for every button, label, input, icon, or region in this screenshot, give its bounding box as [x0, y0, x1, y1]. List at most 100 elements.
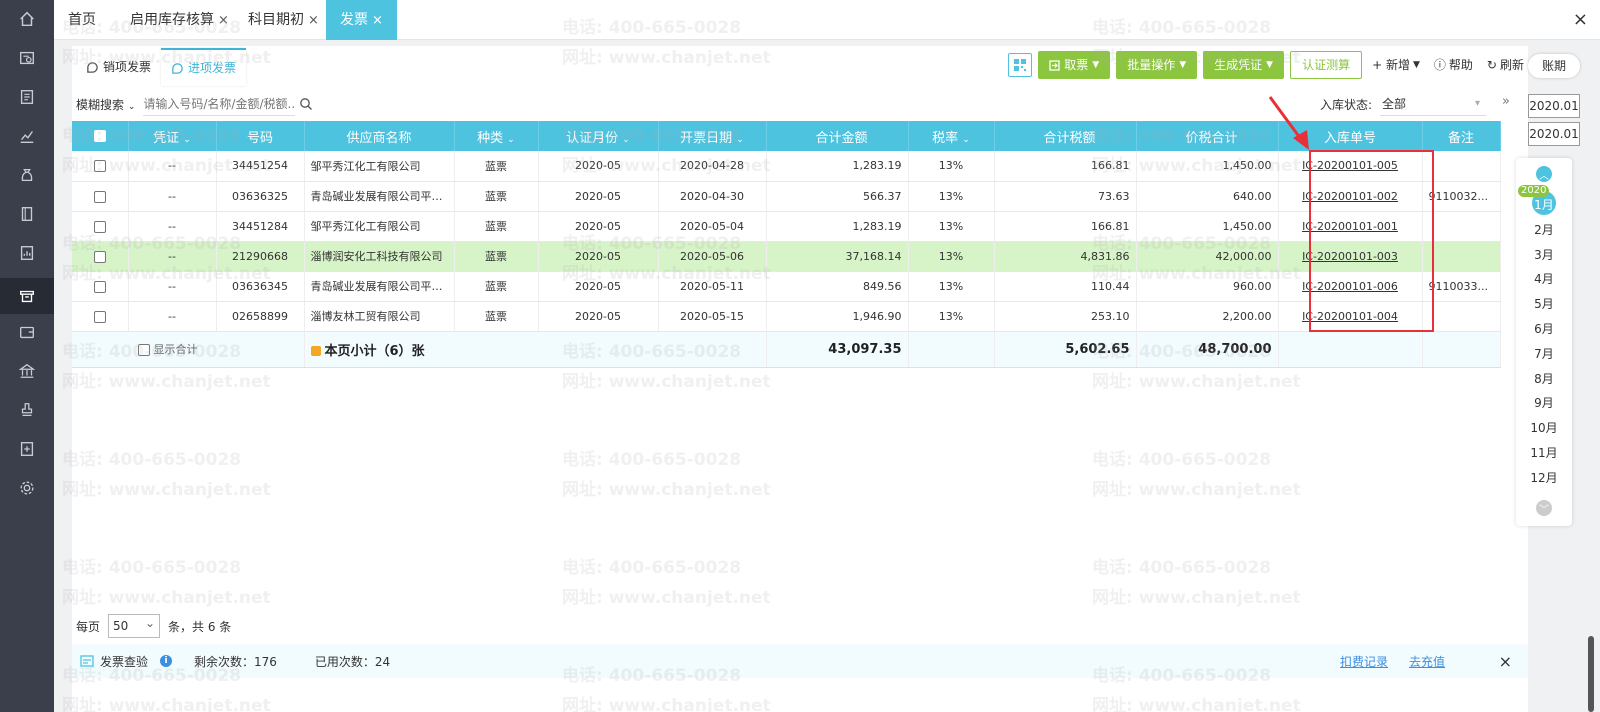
table-row[interactable]: -- 02658899 淄博友林工贸有限公司 蓝票 2020-05 2020-05-15 1… [72, 301, 1501, 332]
collapse-panel-icon[interactable]: » [1502, 94, 1510, 109]
receipt-number-link[interactable]: IC-20200101-005 [1302, 159, 1398, 173]
chevron-up-icon[interactable]: ︿ [1536, 166, 1552, 182]
month-item[interactable]: 5月 [1534, 297, 1554, 312]
row-checkbox[interactable] [93, 250, 106, 263]
chart-icon[interactable] [17, 126, 37, 146]
month-item[interactable]: 2月 [1534, 222, 1554, 237]
settings-icon[interactable] [17, 478, 37, 498]
tab-close-icon[interactable]: × [372, 13, 383, 28]
refresh-button[interactable]: ↻ 刷新 [1483, 51, 1528, 79]
period-start-box[interactable]: 2020.01 [1528, 94, 1580, 118]
search-icon[interactable] [299, 97, 313, 111]
select-all-checkbox[interactable] [93, 130, 106, 142]
help-button[interactable]: ⓘ 帮助 [1430, 51, 1477, 79]
invoice-verify-label[interactable]: 发票查验 [100, 654, 149, 669]
table-row[interactable]: -- 03636325 青岛碱业发展有限公司平度... 蓝票 2020-05 2020-0… [72, 181, 1501, 212]
column-header: 合计金额 [766, 121, 909, 151]
generate-voucher-button[interactable]: 生成凭证 ▼ [1203, 51, 1285, 79]
month-item[interactable]: 3月 [1534, 247, 1554, 262]
qr-scan-button[interactable] [1008, 53, 1033, 77]
month-item[interactable]: 11月 [1530, 446, 1558, 460]
month-item[interactable]: 8月 [1534, 371, 1554, 386]
month-item[interactable]: 6月 [1534, 322, 1554, 336]
report-icon[interactable] [17, 243, 37, 263]
receipt-status-select[interactable]: 全部 [1380, 92, 1486, 116]
table-row[interactable]: -- 21290668 淄博润安化工科技有限公司 蓝票 2020-05 2020-05-0… [72, 241, 1501, 272]
scrollbar[interactable] [1588, 636, 1594, 712]
row-checkbox[interactable] [93, 310, 106, 323]
tax-rate-cell: 13% [908, 151, 995, 182]
bank-icon[interactable] [17, 361, 37, 381]
add-new-button[interactable]: + 新增 ▼ [1368, 51, 1424, 79]
table-row[interactable]: -- 03636345 青岛碱业发展有限公司平度... 蓝票 2020-05 2020-0… [72, 271, 1501, 302]
period-end-box[interactable]: 2020.01 [1528, 122, 1580, 146]
month-item[interactable]: 1月 [1534, 198, 1554, 212]
cert-month-cell: 2020-05 [538, 181, 659, 212]
stamp-icon[interactable] [17, 400, 37, 420]
tab-sales-invoice[interactable]: 销项发票 [76, 48, 161, 86]
amount-cell: 1,283.19 [766, 151, 909, 182]
invoice-icon[interactable] [17, 286, 37, 306]
search-list-icon[interactable] [17, 48, 37, 68]
row-checkbox[interactable] [93, 160, 106, 173]
certify-calc-button[interactable]: 认证测算 [1290, 51, 1363, 79]
window-close-icon[interactable]: × [1572, 9, 1588, 30]
row-checkbox[interactable] [93, 190, 106, 203]
ledger-icon[interactable] [17, 87, 37, 107]
batch-operation-button[interactable]: 批量操作 ▼ [1116, 51, 1198, 79]
show-total-checkbox[interactable] [138, 344, 150, 356]
recharge-link[interactable]: 去充值 [1409, 654, 1446, 669]
month-item[interactable]: 10月 [1530, 421, 1558, 436]
number-cell: 21290668 [216, 241, 305, 272]
month-item[interactable]: 12月 [1530, 470, 1558, 485]
tab-purchase-invoice[interactable]: 进项发票 [161, 48, 247, 86]
column-header[interactable]: 认证月份 ⌄ [538, 121, 659, 151]
note-cell: 9110032... [1422, 181, 1501, 212]
amount-cell: 37,168.14 [766, 241, 909, 272]
number-cell: 02658899 [216, 301, 305, 332]
supplier-cell: 邹平秀江化工有限公司 [304, 211, 455, 242]
receipt-number-link[interactable]: IC-20200101-006 [1302, 279, 1398, 293]
chevron-down-icon: ⌄ [507, 134, 515, 145]
invoice-date-cell: 2020-05-06 [658, 241, 767, 272]
chevron-down-icon: ▼ [1412, 60, 1420, 70]
month-item[interactable]: 9月 [1534, 396, 1554, 411]
tab-close-icon[interactable]: × [308, 13, 319, 28]
document-add-icon[interactable] [17, 439, 37, 459]
column-header[interactable]: 开票日期 ⌄ [658, 121, 767, 151]
tab-home[interactable]: 首页 [68, 12, 96, 28]
ledger-period-button[interactable]: 账期 [1528, 54, 1580, 78]
receipt-number-link[interactable]: IC-20200101-003 [1302, 249, 1398, 263]
column-header[interactable]: 税率 ⌄ [908, 121, 995, 151]
tab-close-icon[interactable]: × [218, 13, 229, 28]
deduct-record-link[interactable]: 扣费记录 [1340, 654, 1389, 669]
tab-opening-balance[interactable]: 科目期初 × [248, 12, 319, 28]
month-item[interactable]: 4月 [1534, 272, 1554, 287]
receipt-number-link[interactable]: IC-20200101-002 [1302, 189, 1398, 203]
receipt-number-link[interactable]: IC-20200101-001 [1302, 219, 1398, 233]
column-header[interactable]: 凭证 ⌄ [128, 121, 217, 151]
chevron-down-icon[interactable]: ﹀ [1536, 500, 1552, 516]
row-checkbox[interactable] [93, 220, 106, 233]
receipt-number-link[interactable]: IC-20200101-004 [1302, 309, 1398, 323]
search-input[interactable] [143, 92, 296, 116]
wallet-icon[interactable] [17, 322, 37, 342]
footer-close-icon[interactable]: × [1498, 651, 1512, 671]
amount-cell: 1,283.19 [766, 211, 909, 242]
month-item[interactable]: 7月 [1534, 346, 1554, 361]
table-row[interactable]: -- 34451254 邹平秀江化工有限公司 蓝票 2020-05 2020-04-28 1… [72, 151, 1501, 182]
number-cell: 34451254 [216, 151, 305, 182]
table-row[interactable]: -- 34451284 邹平秀江化工有限公司 蓝票 2020-05 2020-05-04 1… [72, 211, 1501, 242]
page-size-select[interactable]: 50 [108, 612, 161, 638]
home-icon[interactable] [17, 9, 37, 29]
book-icon[interactable] [17, 204, 37, 224]
per-page-label: 每页 [76, 619, 101, 634]
tab-inventory-setup[interactable]: 启用库存核算 × [130, 12, 229, 28]
info-icon[interactable]: i [160, 655, 173, 667]
money-bag-icon[interactable] [17, 165, 37, 185]
fetch-invoice-button[interactable]: 取票 ▼ [1038, 51, 1111, 79]
tab-invoice[interactable]: 发票 × [326, 0, 397, 40]
search-mode-select[interactable]: 模糊搜索 ⌄ [76, 97, 136, 112]
column-header[interactable]: 种类 ⌄ [454, 121, 539, 151]
row-checkbox[interactable] [93, 280, 106, 293]
